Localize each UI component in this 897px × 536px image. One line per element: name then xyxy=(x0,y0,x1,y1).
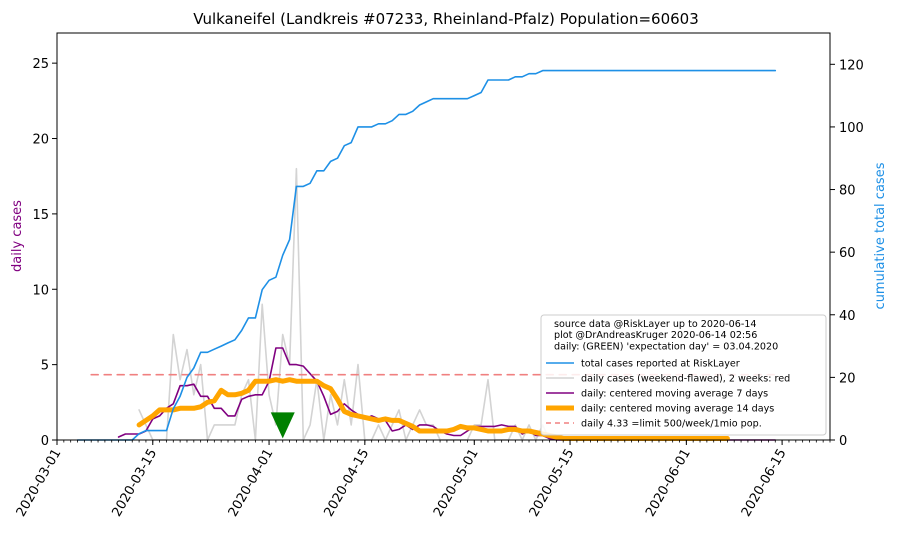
legend-header-line: daily: (GREEN) 'expectation day' = 03.04… xyxy=(554,341,778,352)
y-left-tick-label: 5 xyxy=(41,359,49,374)
legend-header-line: plot @DrAndreasKruger 2020-06-14 02:56 xyxy=(554,330,757,341)
y-right-tick-label: 60 xyxy=(839,246,856,261)
legend-entry-label: daily: centered moving average 7 days xyxy=(581,389,768,400)
y-left-tick-label: 15 xyxy=(32,208,49,223)
legend-header-line: source data @RiskLayer up to 2020-06-14 xyxy=(554,319,757,330)
y-axis-right-label: cumulative total cases xyxy=(873,162,888,309)
y-right-tick-label: 120 xyxy=(839,58,864,73)
y-right-tick-label: 100 xyxy=(839,121,864,136)
chart-title: Vulkaneifel (Landkreis #07233, Rheinland… xyxy=(193,10,699,28)
series-line-0 xyxy=(76,69,777,441)
legend-box xyxy=(540,314,827,436)
y-right-tick-label: 40 xyxy=(839,309,856,324)
y-left-tick-label: 25 xyxy=(32,57,49,72)
y-right-tick-label: 80 xyxy=(839,184,856,199)
legend: source data @RiskLayer up to 2020-06-14p… xyxy=(540,314,827,436)
series-line-2 xyxy=(117,347,777,441)
y-right-tick-label: 0 xyxy=(839,434,847,449)
expectation-day-marker xyxy=(270,412,295,439)
y-right-tick-label: 20 xyxy=(839,371,856,386)
y-left-tick-label: 10 xyxy=(32,283,49,298)
legend-entry-label: daily: centered moving average 14 days xyxy=(581,404,774,415)
y-left-tick-label: 20 xyxy=(32,133,49,148)
legend-entry-label: total cases reported at RiskLayer xyxy=(581,359,740,370)
legend-entry-label: daily cases (weekend-flawed), 2 weeks: r… xyxy=(581,374,790,385)
legend-entry-label: daily 4.33 =limit 500/week/1mio pop. xyxy=(581,419,762,430)
y-left-tick-label: 0 xyxy=(41,434,49,449)
series-line-3 xyxy=(136,377,730,441)
plot-frame xyxy=(56,32,831,441)
y-axis-left-label: daily cases xyxy=(10,200,25,272)
